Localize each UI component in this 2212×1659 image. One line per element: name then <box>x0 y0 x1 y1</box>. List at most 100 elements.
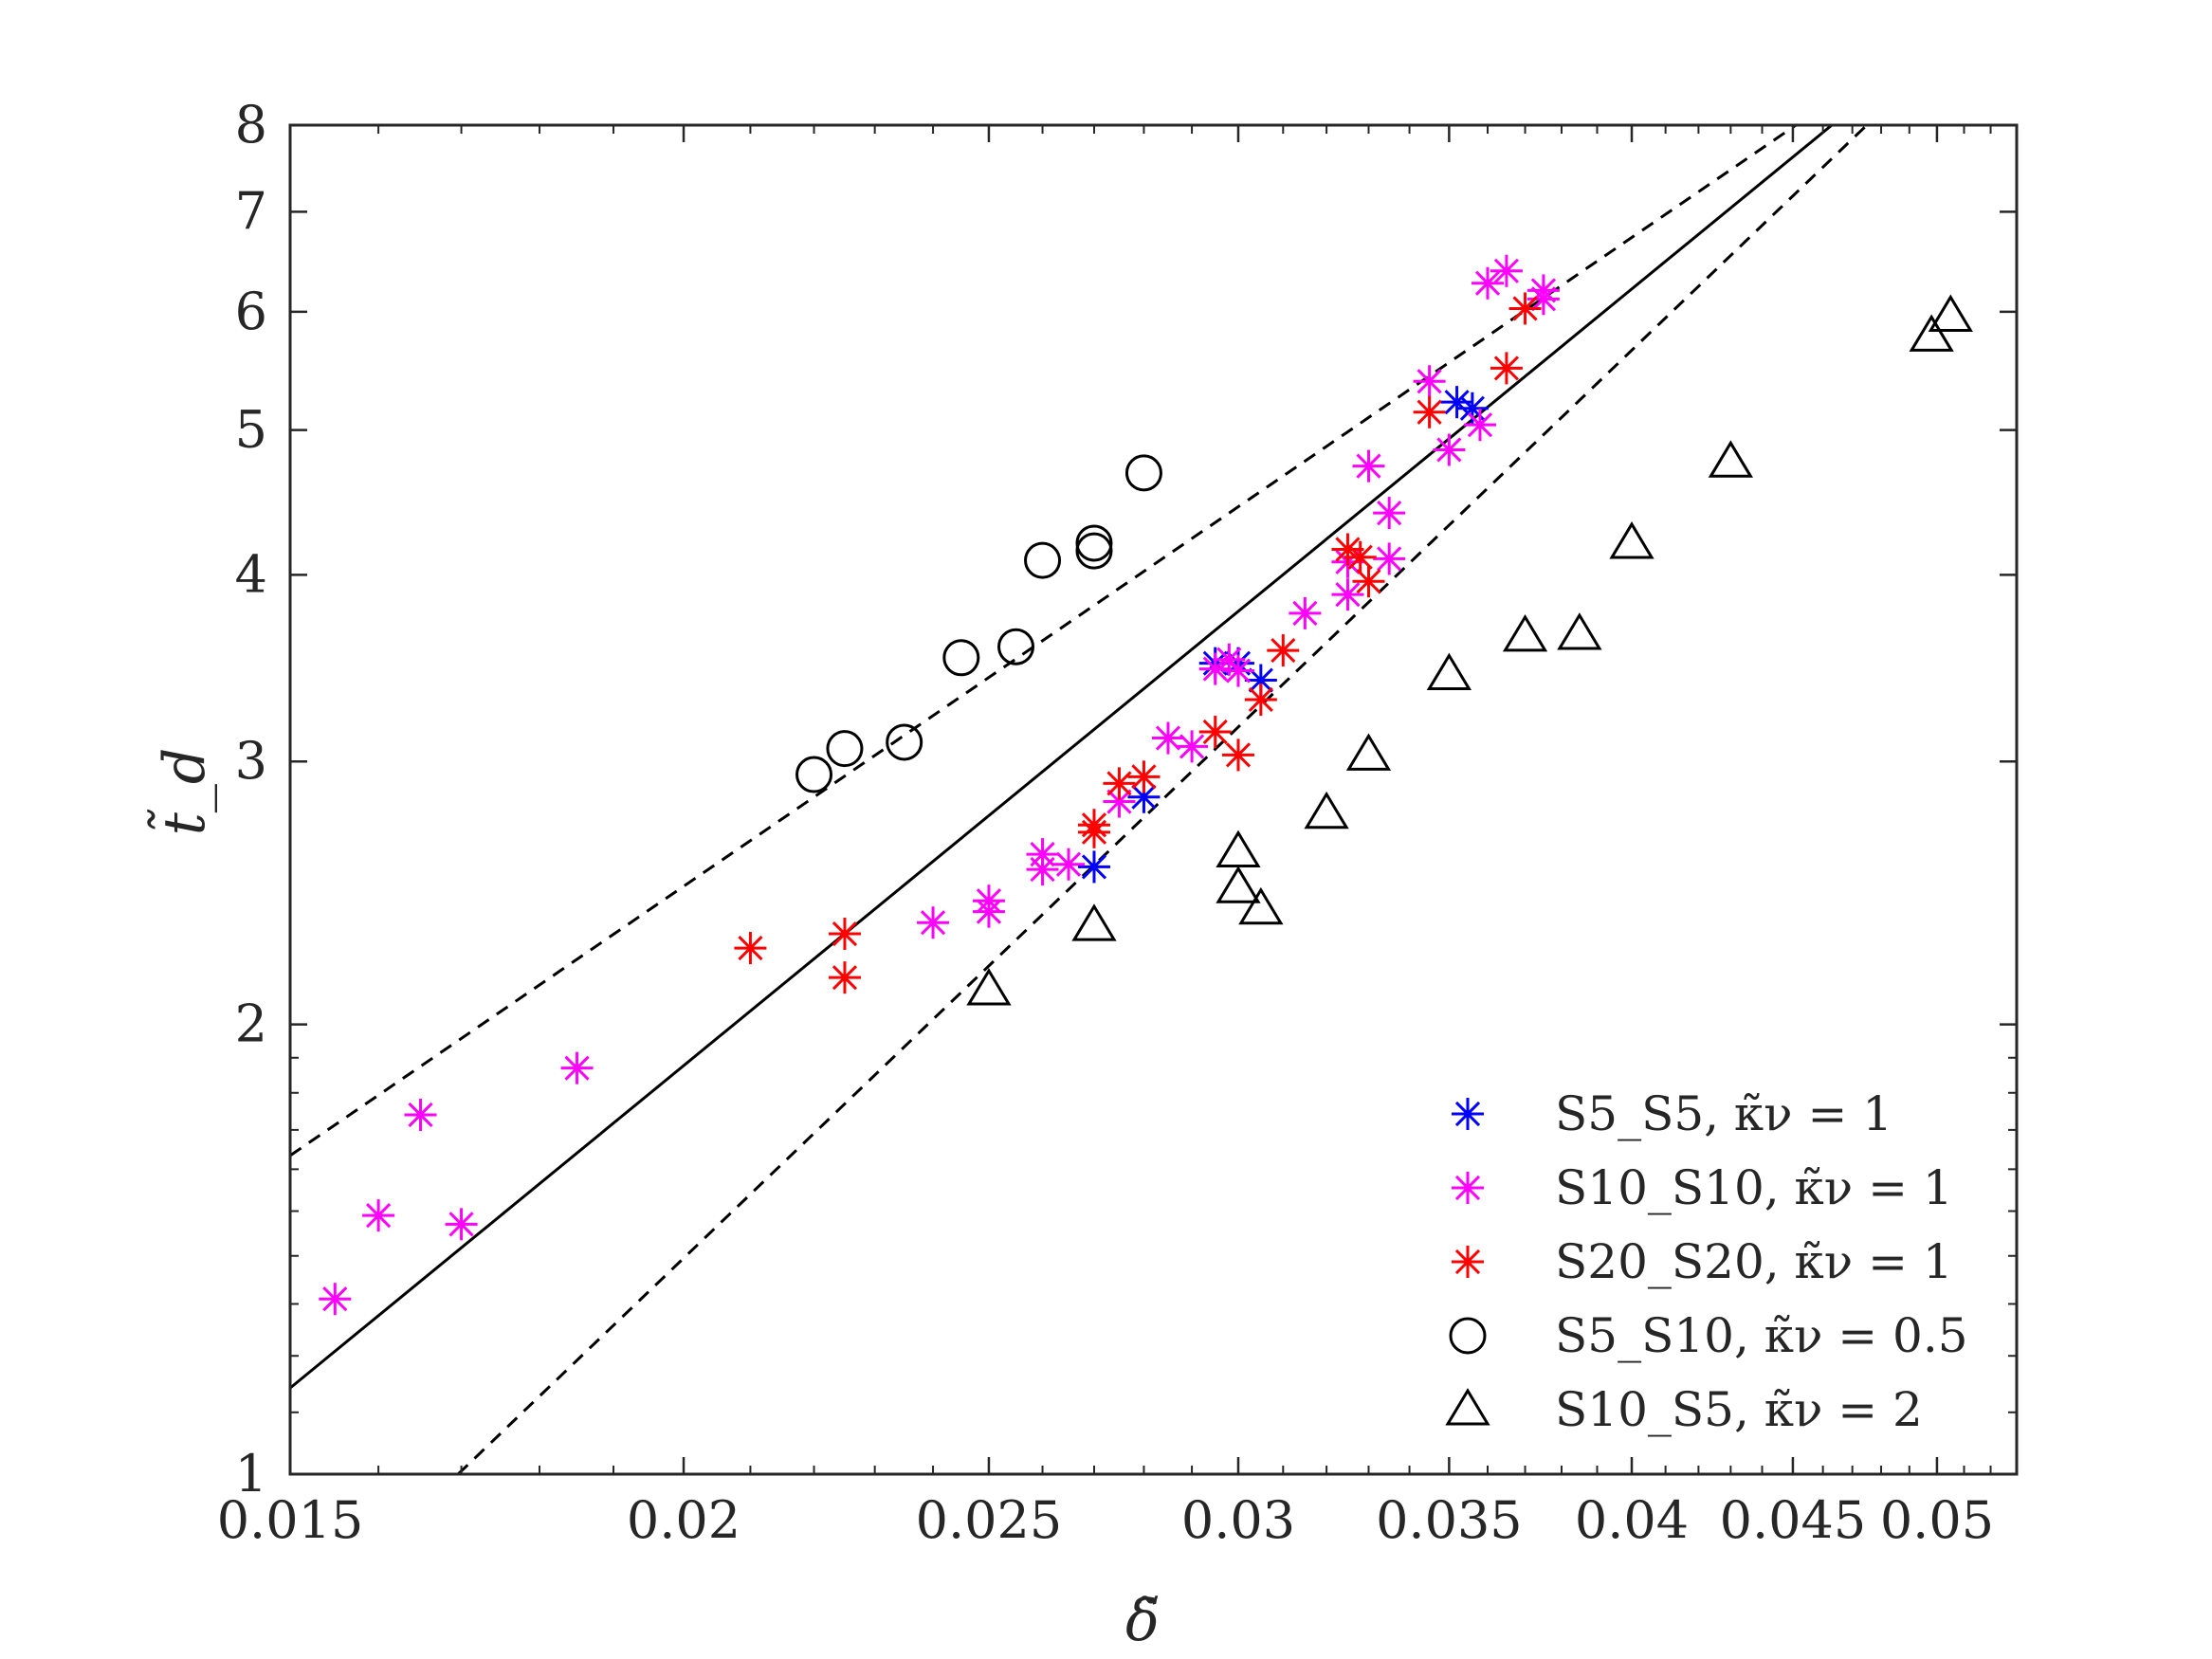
circle-shape <box>1075 532 1113 570</box>
S5_S5-point <box>1127 780 1161 813</box>
S5_S10-point <box>1075 532 1113 570</box>
S20_S20-point <box>1221 738 1254 772</box>
asterisk-stroke <box>1467 412 1493 438</box>
asterisk-stroke <box>1454 1249 1481 1275</box>
x-tick-label: 0.015 <box>217 1490 364 1550</box>
circle-shape <box>1075 524 1113 562</box>
S10_S5-point <box>1238 886 1284 925</box>
S10_S10-point <box>1176 730 1209 763</box>
asterisk-stroke <box>1444 390 1470 415</box>
asterisk-stroke <box>1292 600 1318 626</box>
legend-marker-S10_S10 <box>1452 1172 1484 1204</box>
x-tick-label: 0.035 <box>1376 1490 1523 1550</box>
S10_S10-point <box>1198 652 1232 685</box>
S10_S10-point <box>1373 542 1406 575</box>
legend-label-S20_S20: S20_S20, κ̃ν = 1 <box>1555 1234 1953 1289</box>
y-tick-label: 8 <box>235 95 267 155</box>
triangle-shape <box>1909 314 1954 352</box>
asterisk-stroke <box>1030 857 1055 883</box>
legend: S5_S5, κ̃ν = 1 S10_S10, κ̃ν = 1 S20_S20, κ… <box>1445 1086 1968 1437</box>
asterisk-stroke <box>1216 647 1242 672</box>
y-tick-label: 3 <box>235 731 267 791</box>
legend-marker-S20_S20 <box>1452 1246 1484 1278</box>
S10_S10-point <box>1490 254 1523 287</box>
x-tick-label: 0.02 <box>627 1490 740 1550</box>
asterisk-stroke <box>408 1102 433 1128</box>
S10_S10-point <box>1433 433 1466 466</box>
S5_S10-point <box>795 756 833 793</box>
asterisk-stroke <box>920 910 946 936</box>
ticks-layer <box>288 123 2017 1476</box>
S20_S20-point <box>1077 815 1110 848</box>
circle-shape <box>886 723 923 761</box>
S20_S20-point <box>828 918 861 951</box>
triangle-shape <box>1345 733 1392 771</box>
asterisk-stroke <box>832 965 858 991</box>
S20_S20-point <box>1413 395 1446 428</box>
S20_S20-point <box>1198 715 1232 748</box>
S10_S10-point <box>1463 409 1496 442</box>
triangle-shape <box>1445 1388 1490 1426</box>
lines-layer <box>290 125 1868 1474</box>
S5_S10-point <box>997 628 1035 665</box>
triangle-shape <box>1928 294 1973 332</box>
asterisk-stroke <box>1248 686 1273 713</box>
asterisk-stroke <box>1081 819 1107 845</box>
asterisk-stroke <box>1202 719 1228 745</box>
S5_S10-point <box>1024 541 1062 579</box>
asterisk-stroke <box>738 935 763 961</box>
legend-marker-S5_S10 <box>1449 1317 1487 1355</box>
asterisk-stroke <box>1417 399 1442 425</box>
S10_S10-point <box>1289 596 1322 629</box>
legend-label-S10_S5: S10_S5, κ̃ν = 2 <box>1555 1382 1923 1437</box>
x-tick-label: 0.045 <box>1720 1490 1867 1550</box>
asterisk-stroke <box>1356 453 1381 479</box>
triangle-shape <box>1216 866 1261 903</box>
asterisk-stroke <box>1377 501 1402 526</box>
asterisk-stroke <box>1377 546 1402 572</box>
asterisk-stroke <box>1131 764 1157 790</box>
S20_S20-point <box>1490 352 1523 385</box>
asterisk-stroke <box>1155 725 1181 751</box>
S10_S10-point <box>1052 848 1086 881</box>
triangle-shape <box>966 968 1012 1006</box>
S10_S10-point <box>362 1199 395 1232</box>
x-tick-label: 0.05 <box>1880 1490 1994 1550</box>
S10_S10-point <box>1151 721 1184 755</box>
S10_S10-point <box>404 1098 437 1131</box>
S10_S10-point <box>1472 266 1505 300</box>
asterisk-stroke <box>1512 296 1538 321</box>
S5_S10-point <box>1075 524 1113 562</box>
asterisk-stroke <box>1271 637 1296 664</box>
S10_S10-point <box>1221 654 1254 687</box>
S10_S10-point <box>1373 497 1406 530</box>
asterisk-stroke <box>1454 1175 1481 1201</box>
S5_S10-point <box>886 723 923 761</box>
y-tick-label: 7 <box>235 181 267 241</box>
S10_S5-point <box>1928 294 1973 332</box>
lower-bound-line <box>457 125 1868 1474</box>
S20_S20-point <box>734 932 767 965</box>
asterisk-stroke <box>1131 784 1157 810</box>
triangle-shape <box>1708 440 1753 478</box>
S10_S10-point <box>1526 283 1560 316</box>
y-axis-label: t̃_d <box>148 748 218 836</box>
S10_S10-point <box>972 895 1005 928</box>
triangle-shape <box>1071 903 1117 941</box>
triangle-shape <box>1502 613 1548 652</box>
asterisk-stroke <box>564 1055 590 1081</box>
S10_S10-point <box>445 1208 478 1241</box>
S5_S5-point <box>1077 850 1110 884</box>
y-tick-label: 5 <box>235 400 267 460</box>
circle-shape <box>795 756 833 793</box>
S5_S10-point <box>942 639 980 677</box>
S5_S10-point <box>826 730 864 768</box>
circle-shape <box>1124 454 1162 492</box>
legend-marker-S10_S5 <box>1445 1388 1490 1426</box>
asterisk-stroke <box>1436 437 1462 463</box>
S20_S20-point <box>1127 760 1161 793</box>
asterisk-stroke <box>448 1212 474 1237</box>
S10_S10-point <box>1026 853 1059 886</box>
circle-shape <box>942 639 980 677</box>
